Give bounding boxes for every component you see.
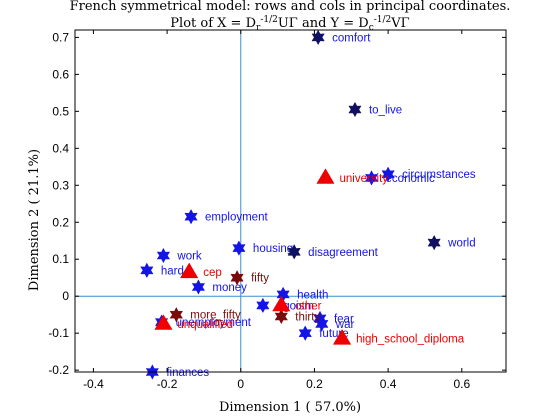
point-label-hard: hard: [161, 265, 184, 277]
point-economic: [365, 170, 378, 186]
point-label-unqualified: unqualified: [177, 319, 233, 331]
point-money: [192, 279, 205, 295]
point-more-fifty: [169, 307, 183, 323]
x-tick-label: 0.2: [306, 377, 323, 391]
y-tick-label: 0.5: [52, 104, 69, 118]
x-tick-label: -0.4: [83, 377, 104, 391]
point-label-fifty: fifty: [251, 273, 269, 285]
point-label-money: money: [212, 282, 247, 294]
point-university: [316, 168, 335, 184]
point-label-housing: housing: [253, 243, 293, 255]
y-tick-label: 0.7: [52, 30, 69, 44]
point-hard: [140, 262, 154, 278]
point-to-live: [348, 102, 362, 117]
point-label-employment: employment: [205, 212, 268, 224]
x-axis-label: Dimension 1 ( 57.0%): [219, 400, 361, 415]
point-label-finances: finances: [166, 367, 209, 379]
y-tick-label: -0.1: [48, 326, 69, 340]
point-label-cep: cep: [203, 267, 222, 279]
point-label-health: health: [297, 289, 328, 301]
y-tick-label: 0.2: [52, 215, 69, 229]
point-label-other: other: [295, 300, 321, 312]
point-label-high-school-diploma: high_school_diploma: [356, 334, 465, 346]
point-label-more-fifty: more_fifty: [190, 310, 241, 322]
x-tick-label: -0.2: [157, 377, 178, 391]
point-thirty: [274, 309, 288, 324]
point-disagreement: [287, 244, 301, 260]
point-cep: [180, 262, 198, 279]
plot-frame: [74, 29, 507, 373]
x-tick-label: 0.6: [453, 377, 470, 391]
point-label-unemployment: unemployment: [176, 317, 252, 329]
y-tick-label: 0.1: [52, 252, 69, 266]
point-unqualified: [154, 314, 173, 330]
point-comfort: [311, 30, 325, 45]
point-world: [427, 235, 441, 250]
x-tick-label: 0.4: [380, 377, 397, 391]
point-label-economic: economic: [386, 173, 435, 185]
y-tick-label: 0.6: [52, 67, 69, 81]
chart-title-line2: Plot of X = Dr-1/2UΓ and Y = Dc-1/2VΓ: [170, 15, 409, 33]
y-tick-label: 0.3: [52, 178, 69, 192]
point-label-fear: fear: [334, 313, 354, 325]
point-employment: [184, 209, 198, 224]
y-tick-label: 0: [62, 289, 69, 303]
point-label-university: university: [339, 173, 388, 185]
point-fifty: [230, 270, 244, 286]
point-label-comfort: comfort: [332, 32, 371, 44]
y-axis-label: Dimension 2 ( 21.1%): [27, 149, 42, 291]
point-label-war: war: [335, 319, 355, 331]
point-other: [272, 296, 291, 312]
y-tick-label: -0.2: [48, 363, 69, 377]
point-label-disagreement: disagreement: [308, 247, 378, 259]
x-tick-label: 0: [237, 377, 244, 391]
point-housing: [232, 240, 246, 256]
point-future: [298, 325, 312, 341]
y-tick-label: 0.4: [52, 141, 69, 155]
point-war: [315, 316, 329, 332]
chart-title-line1: French symmetrical model: rows and cols …: [70, 0, 511, 14]
point-egoism: [256, 298, 270, 313]
point-label-thirty: thirty: [295, 312, 320, 324]
point-high-school-diploma: [333, 329, 351, 345]
axis-ticks: -0.4 -0.2 0 0.2 0.4 0.6 -0.2 -0.1 0 0.1 0.2 0.3 0.4 0…: [48, 30, 506, 391]
point-label-work: work: [176, 251, 202, 263]
point-work: [157, 248, 170, 263]
point-label-circumstances: circumstances: [402, 169, 476, 181]
point-label-world: world: [447, 238, 475, 250]
point-circumstances: [381, 166, 395, 182]
point-label-to-live: to_live: [369, 104, 402, 116]
